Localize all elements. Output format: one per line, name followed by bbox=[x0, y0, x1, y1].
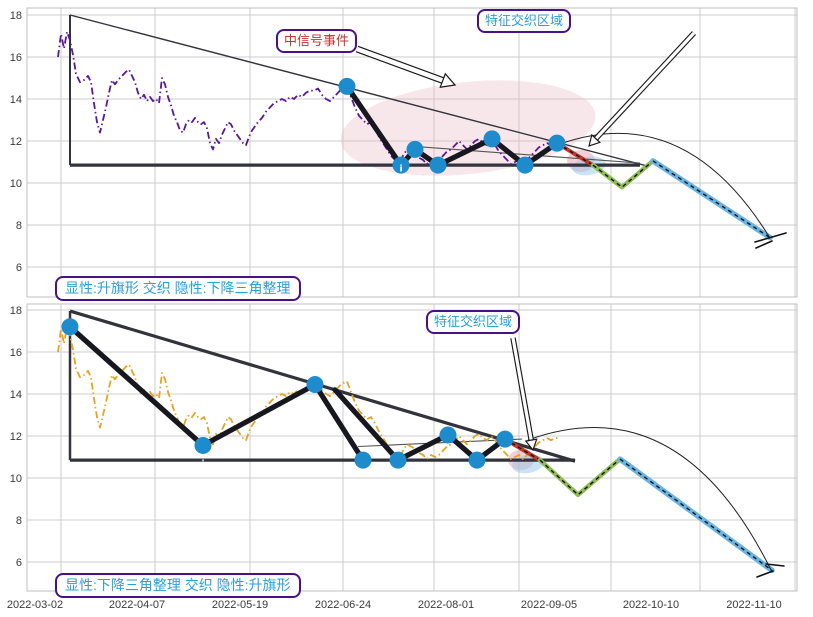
y-tick-label: 16 bbox=[10, 347, 22, 359]
plot-border bbox=[26, 7, 798, 298]
plot-border bbox=[26, 303, 798, 592]
weave-zone-label-bottom: 特征交织区域 bbox=[426, 310, 521, 334]
pivot-dot bbox=[406, 140, 424, 158]
projection-arc bbox=[527, 427, 773, 573]
pivot-dot bbox=[306, 376, 324, 394]
annotation-arrow-head bbox=[588, 133, 601, 147]
forecast-dash-overlay bbox=[619, 458, 773, 571]
y-tick-label: 6 bbox=[16, 557, 22, 569]
pivot-dot bbox=[548, 134, 566, 152]
forecast-segment bbox=[537, 456, 623, 498]
annotation-arrow-shaft bbox=[594, 31, 696, 140]
pattern-caption-bottom: 显性:下降三角整理 交织 隐性:升旗形 bbox=[55, 573, 301, 598]
x-tick-label: 2022-03-02 bbox=[7, 599, 63, 611]
pattern-zigzag-line bbox=[332, 387, 508, 463]
forecast-dash-overlay bbox=[592, 160, 654, 189]
annotation-arrow-shaft bbox=[511, 337, 533, 441]
annotation-arrow-head bbox=[524, 438, 538, 452]
pivot-dot bbox=[516, 156, 534, 174]
end-marker-tick bbox=[754, 232, 787, 243]
y-tick-label: 12 bbox=[10, 136, 22, 148]
price-series-line bbox=[57, 30, 559, 166]
pivot-dot bbox=[483, 130, 501, 148]
x-tick-label: 2022-06-24 bbox=[315, 599, 371, 611]
pivot-dot bbox=[61, 318, 79, 336]
pivot-dot bbox=[392, 156, 410, 174]
signal-event-label: 中信号事件 bbox=[276, 29, 358, 53]
subplot-bottom: i 18 16 14 12 10 8 6 bbox=[10, 303, 798, 592]
price-series-line bbox=[57, 325, 559, 461]
pivot-dot bbox=[338, 77, 356, 95]
pivot-dot bbox=[496, 430, 514, 448]
pivot-dot bbox=[389, 451, 407, 469]
flag-channel-line bbox=[412, 145, 641, 164]
pivot-dot bbox=[354, 451, 372, 469]
x-tick-label: 2022-11-10 bbox=[726, 599, 781, 611]
y-tick-label: 16 bbox=[10, 52, 22, 64]
y-tick-label: 12 bbox=[10, 431, 22, 443]
pivot-dot bbox=[429, 156, 447, 174]
y-tick-label: 18 bbox=[10, 10, 22, 22]
forecast-dash-overlay bbox=[539, 458, 621, 496]
subplot-top: i 18 16 14 12 10 8 6 bbox=[10, 7, 798, 298]
y-tick-label: 8 bbox=[16, 220, 22, 232]
y-tick-label: 18 bbox=[10, 305, 22, 317]
info-marker-glyph: i bbox=[201, 460, 204, 470]
projection-arc bbox=[559, 132, 771, 239]
y-tick-label: 14 bbox=[10, 389, 22, 401]
y-tick-label: 10 bbox=[10, 473, 22, 485]
annotation-arrow-head bbox=[439, 72, 457, 88]
weave-zone-label-top: 特征交织区域 bbox=[477, 9, 572, 33]
weave-zone-ellipse bbox=[340, 80, 596, 176]
y-tick-label: 6 bbox=[16, 262, 22, 274]
end-marker-tick bbox=[755, 240, 773, 249]
x-tick-label: 2022-04-07 bbox=[109, 599, 165, 611]
pattern-caption-top: 显性:升旗形 交织 隐性:下降三角整理 bbox=[55, 276, 301, 301]
pivot-dot bbox=[468, 451, 486, 469]
info-marker-glyph: i bbox=[399, 164, 402, 174]
end-marker-tick bbox=[765, 563, 785, 567]
x-tick-label: 2022-09-05 bbox=[521, 599, 577, 611]
forecast-dash-overlay bbox=[652, 160, 771, 239]
y-tick-label: 10 bbox=[10, 178, 22, 190]
x-tick-label: 2022-08-01 bbox=[418, 599, 474, 611]
y-tick-label: 14 bbox=[10, 94, 22, 106]
annotation-arrow-shaft bbox=[356, 46, 444, 83]
pivot-dot bbox=[194, 436, 212, 454]
x-tick-label: 2022-05-19 bbox=[212, 599, 268, 611]
x-tick-label: 2022-10-10 bbox=[623, 599, 679, 611]
y-tick-label: 8 bbox=[16, 515, 22, 527]
end-marker-tick bbox=[756, 570, 774, 578]
pivot-dot bbox=[439, 426, 457, 444]
pattern-zigzag-line bbox=[67, 324, 366, 463]
